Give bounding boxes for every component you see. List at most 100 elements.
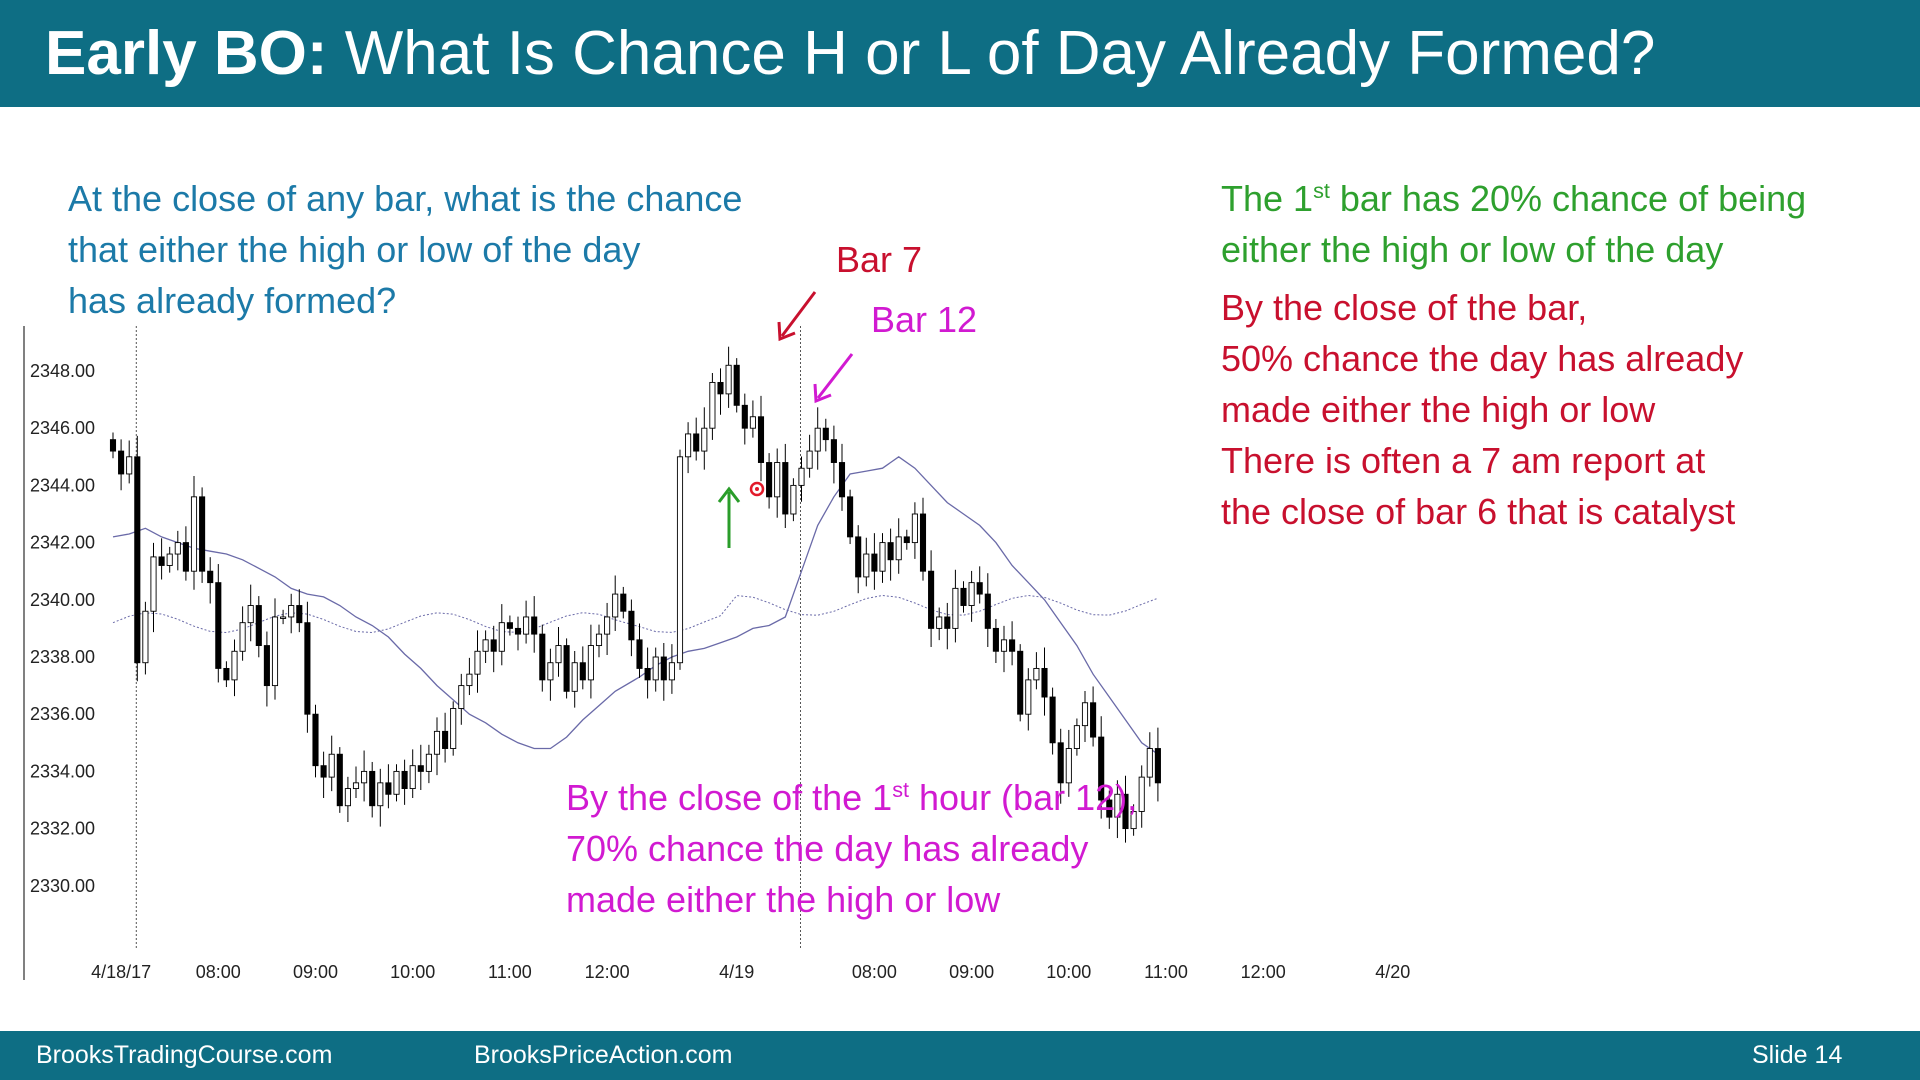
x-tick-label: 12:00 [585,962,630,982]
candle [563,638,570,699]
candle [288,593,295,634]
candle [1009,621,1016,666]
candle [830,425,837,484]
candle [895,518,902,574]
first-bar-line1-sup: st [1313,178,1330,203]
bear-candle-body [320,765,327,778]
bull-candle-body [595,633,603,647]
bull-candle-body [150,556,157,612]
candle [693,417,700,461]
first-hour-line: made either the high or low [566,879,1001,920]
x-tick-label: 10:00 [1046,962,1091,982]
bull-candle-body [911,513,918,544]
first-bar-line1-post: bar has 20% chance of being [1329,178,1807,219]
y-tick-label: 2348.00 [30,361,95,381]
candle [847,489,854,545]
candle [312,704,319,778]
bear-candle-body [417,765,424,772]
candle [984,573,991,647]
bar7-arrow [777,291,817,342]
candle [190,475,198,590]
first-hour-line1-post: hour (bar 12), [909,777,1138,818]
x-tick-label: 09:00 [293,962,338,982]
bar-close-line: made either the high or low [1221,389,1656,430]
candle [741,393,748,445]
candle [344,776,351,823]
bear-candle-body [109,439,117,452]
slide-title: Early BO: What Is Chance H or L of Day A… [45,16,1655,92]
candle [636,623,643,678]
candle [1090,686,1097,747]
bear-candle-body [304,622,311,715]
bull-candle-body [1138,776,1145,812]
bear-candle-body [847,496,854,538]
bar7-label: Bar 7 [836,239,923,280]
candle [936,607,943,641]
y-tick-label: 2346.00 [30,418,95,438]
bear-candle-body [871,553,878,572]
bear-candle-body [118,450,125,475]
candle [1025,668,1032,731]
bear-candle-body [336,753,343,807]
bull-candle-body [1081,702,1089,727]
bull-candle-body [1073,725,1080,749]
bull-candle-body [668,662,675,681]
candle [604,602,611,655]
candle [126,440,133,484]
x-tick-label: 10:00 [390,962,435,982]
candle [1138,765,1145,828]
candle [393,764,400,802]
y-tick-label: 2330.00 [30,876,95,896]
candle [199,487,206,583]
candle [514,616,522,651]
bear-candle-body [506,622,513,629]
bull-candle-body [1025,679,1032,715]
title-rest: What Is Chance H or L of Day Already For… [327,19,1656,88]
candle [1081,691,1089,742]
candle [1017,644,1024,722]
candle [450,701,457,756]
bear-candle-body [1041,667,1048,698]
x-tick-label: 08:00 [196,962,241,982]
first-bar-line2: either the high or low of the day [1221,229,1724,270]
bull-candle-body [612,593,619,618]
bar12-arrow [813,353,854,404]
bear-candle-body [369,770,376,807]
candle [1057,728,1064,804]
bear-candle-body [992,627,999,652]
bull-candle-body [433,730,441,755]
bear-candle-body [442,730,449,749]
bear-candle-body [830,439,837,463]
bear-candle-body [984,593,991,629]
bear-candle-body [766,462,773,498]
footer-bar: BrooksTradingCourse.com BrooksPriceActio… [0,1031,1920,1080]
footer-middle-link[interactable]: BrooksPriceAction.com [474,1041,733,1069]
bear-candle-body [1057,742,1064,784]
bear-candle-body [563,645,570,692]
first-hour-line1-pre: By the close of the 1 [566,777,893,818]
bull-candle-body [239,622,246,652]
candle [547,648,554,701]
candle [182,526,189,581]
price-chart: 2348.00 2346.00 2344.00 2342.00 2340.00 2338.… [23,291,1410,982]
bull-candle-body [474,650,481,675]
bull-candle-body [231,650,238,681]
candle [579,646,586,690]
footer-left-link[interactable]: BrooksTradingCourse.com [36,1041,333,1069]
bull-candle-body [701,427,708,452]
candle [903,529,910,550]
x-tick-label: 08:00 [852,962,897,982]
candle [628,599,635,657]
bull-candle-body [166,553,173,566]
candle [928,550,935,647]
candle [1033,652,1040,690]
bear-candle-body [717,381,724,395]
candle [701,407,708,470]
bull-candle-body [555,645,562,664]
bear-candle-body [223,667,230,681]
candle [879,533,886,583]
bear-candle-body [401,770,408,790]
candle [271,598,279,700]
bull-candle-body [126,456,133,475]
candle [109,432,117,459]
